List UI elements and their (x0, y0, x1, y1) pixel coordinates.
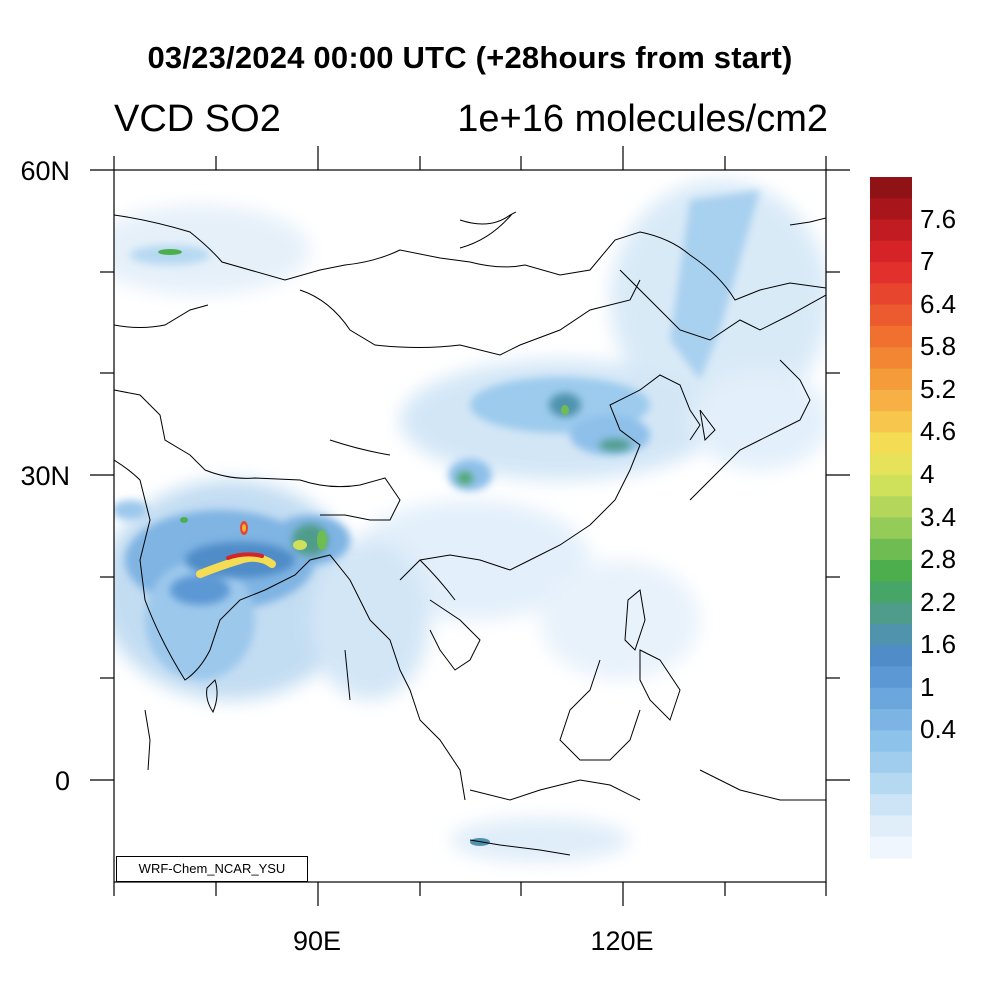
colorbar-swatch (870, 453, 912, 476)
colorbar-swatch (870, 794, 912, 817)
lon-label-90e: 90E (292, 926, 342, 956)
lon-label-120e: 120E (590, 926, 654, 956)
colorbar-swatch (870, 772, 912, 795)
colorbar-swatch (870, 262, 912, 285)
colorbar-swatch (870, 411, 912, 433)
colorbar-tick-label: 1 (920, 671, 935, 702)
colorbar-tick-label: 4 (920, 458, 935, 489)
lat-label-60n: 60N (20, 156, 70, 186)
colorbar-swatch (870, 517, 912, 540)
colorbar-tick-label: 4.6 (920, 416, 957, 447)
colorbar-tick-label: 3.4 (920, 501, 957, 532)
colorbar-swatch (870, 240, 912, 263)
colorbar-swatch (870, 474, 912, 497)
colorbar-swatch (870, 751, 912, 774)
colorbar-swatch (870, 645, 912, 668)
colorbar-swatch (870, 623, 912, 646)
colorbar-swatch (870, 347, 912, 370)
colorbar-swatch (870, 198, 912, 221)
colorbar-swatch (870, 666, 912, 689)
lat-label-0: 0 (54, 766, 70, 796)
colorbar-tick-label: 5.2 (920, 373, 957, 404)
colorbar-swatch (870, 709, 912, 731)
colorbar-swatch (870, 815, 912, 838)
colorbar-tick-label: 1.6 (920, 629, 957, 660)
colorbar-tick-label: 7 (920, 246, 935, 277)
colorbar-swatch (870, 836, 912, 859)
colorbar-swatch (870, 325, 912, 348)
colorbar-tick-label: 7.6 (920, 203, 957, 234)
colorbar-swatch (870, 219, 912, 242)
variable-name: VCD SO2 (114, 98, 281, 140)
so2-field (114, 180, 826, 862)
colorbar (870, 177, 912, 859)
plot-title: 03/23/2024 00:00 UTC (+28hours from star… (147, 40, 793, 75)
colorbar-swatch (870, 730, 912, 753)
colorbar-swatch (870, 560, 912, 582)
units-label: 1e+16 molecules/cm2 (457, 98, 828, 140)
colorbar-tick-label: 2.8 (920, 544, 957, 575)
lat-label-30n: 30N (20, 461, 70, 491)
coastlines (114, 211, 826, 856)
map-frame (113, 169, 827, 883)
colorbar-swatch (870, 687, 912, 710)
colorbar-swatch (870, 177, 912, 199)
colorbar-tick-label: 2.2 (920, 586, 957, 617)
colorbar-swatch (870, 496, 912, 519)
colorbar-swatch (870, 389, 912, 412)
colorbar-swatch (870, 283, 912, 306)
colorbar-swatch (870, 304, 912, 327)
model-credit: WRF-Chem_NCAR_YSU (116, 856, 308, 882)
colorbar-swatch (870, 602, 912, 625)
colorbar-tick-label: 6.4 (920, 288, 957, 319)
colorbar-swatch (870, 432, 912, 455)
axis-ticks (90, 146, 850, 906)
colorbar-tick-label: 5.8 (920, 331, 957, 362)
colorbar-swatch (870, 538, 912, 561)
colorbar-swatch (870, 368, 912, 391)
colorbar-tick-label: 0.4 (920, 714, 957, 745)
colorbar-swatch (870, 581, 912, 604)
